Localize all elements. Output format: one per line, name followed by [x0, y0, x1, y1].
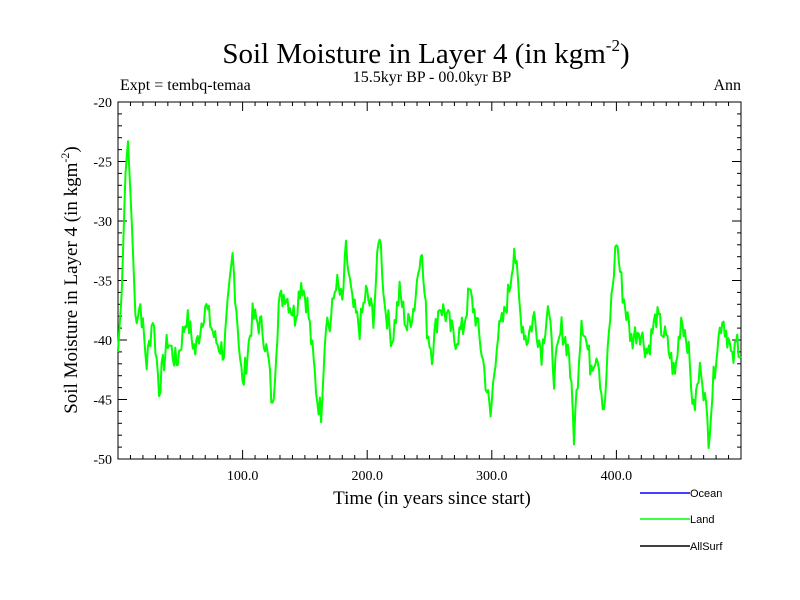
expt-label: Expt = tembq-temaa — [120, 77, 251, 94]
y-axis-ticks: -20 -25 -30 -35 -40 -45 -50 — [93, 96, 741, 468]
y-tick-label: -50 — [93, 453, 112, 468]
x-tick-label: 400.0 — [601, 469, 633, 484]
x-tick-label: 200.0 — [351, 469, 383, 484]
y-tick-label: -25 — [93, 156, 112, 171]
x-axis-label: Time (in years since start) — [333, 488, 531, 509]
y-tick-label: -20 — [93, 96, 112, 111]
x-axis-ticks: 100.0 200.0 300.0 400.0 — [129, 102, 730, 484]
chart-title: Soil Moisture in Layer 4 (in kgm-2) — [222, 36, 629, 70]
y-axis-label: Soil Moisture in Layer 4 (in kgm-2) — [58, 146, 82, 414]
x-tick-label: 100.0 — [227, 469, 259, 484]
y-tick-label: -40 — [93, 334, 112, 349]
chart-subtitle: 15.5kyr BP - 00.0kyr BP — [353, 69, 512, 86]
legend-label-allsurf: AllSurf — [690, 541, 723, 553]
x-tick-label: 300.0 — [476, 469, 508, 484]
y-tick-label: -30 — [93, 215, 112, 230]
legend-label-land: Land — [690, 514, 714, 526]
y-tick-label: -35 — [93, 275, 112, 290]
y-tick-label: -45 — [93, 394, 112, 409]
legend-label-ocean: Ocean — [690, 488, 722, 500]
series-land-line — [117, 140, 742, 450]
plot-frame — [117, 101, 742, 460]
season-label: Ann — [713, 77, 741, 94]
legend: Ocean Land AllSurf — [640, 488, 723, 553]
